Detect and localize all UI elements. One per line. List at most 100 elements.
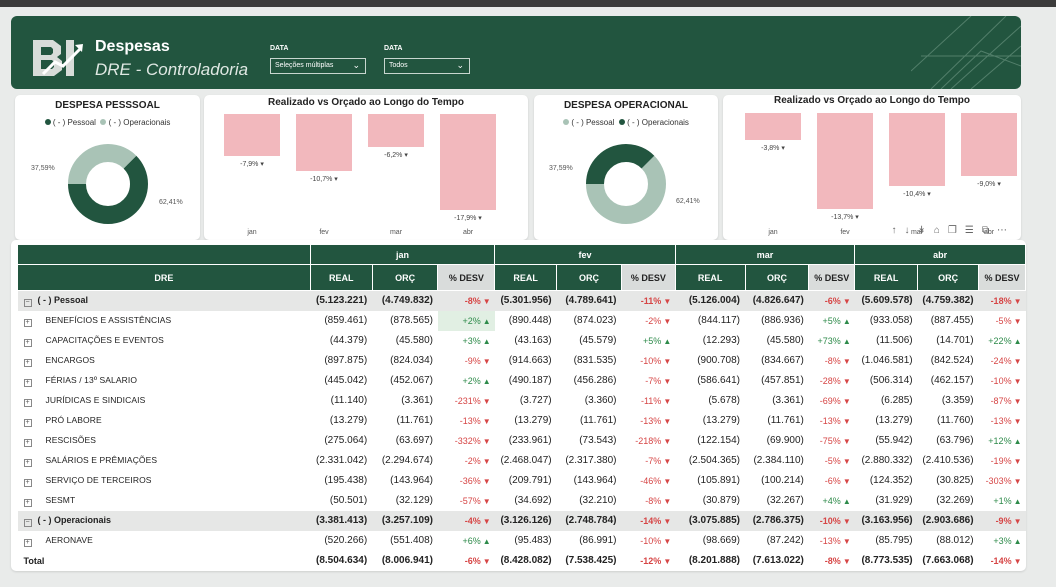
row-label: + CAPACITAÇÕES E EVENTOS [17,330,311,351]
orc-value: (462.157) [917,370,979,391]
bar-mar[interactable] [889,113,945,186]
card-title: Realizado vs Orçado ao Longo do Tempo [268,97,464,108]
trend-up-icon: ▲ [842,316,851,326]
real-value: (859.461) [310,310,373,331]
orc-value: (874.023) [556,310,622,331]
real-value: (844.117) [675,310,745,331]
real-value: (3.381.413) [310,510,373,531]
column-header-orc[interactable]: ORÇ [556,264,622,291]
report-title: Despesas [95,38,170,55]
collapse-icon[interactable]: − [23,298,32,307]
column-header-orc[interactable]: ORÇ [917,264,980,291]
bar-card-2: Realizado vs Orçado ao Longo do Tempo -3… [723,95,1021,240]
expand-icon[interactable]: + [23,478,32,487]
orc-value: (4.759.382) [917,290,979,311]
orc-value: (824.034) [372,350,438,371]
bar-abr[interactable] [961,113,1017,177]
donut-slice[interactable] [67,143,149,225]
expand-icon[interactable]: + [23,458,32,467]
bar-value-label: -17,9% ▾ [454,215,482,222]
column-header-real[interactable]: REAL [309,264,373,291]
column-header-desv[interactable]: % DESV [978,264,1026,291]
drill-down-icon[interactable]: ↡ [917,225,934,236]
bar-fev[interactable] [296,114,352,172]
trend-down-icon: ▼ [1013,396,1022,406]
column-header-dre[interactable]: DRE [17,264,311,291]
desv-value: -2% ▼ [621,310,676,331]
desv-value: -36% ▼ [437,470,495,491]
trend-down-icon: ▼ [482,516,491,526]
column-header-orc[interactable]: ORÇ [744,264,810,291]
trend-down-icon: ▼ [1013,316,1022,326]
chevron-down-icon: ⌄ [352,60,360,70]
bar-fev[interactable] [817,113,873,209]
bar-jan[interactable] [224,114,280,157]
arrow-up-icon[interactable]: ↑ [891,225,905,236]
column-header-real[interactable]: REAL [494,264,558,291]
trend-down-icon: ▼ [842,296,851,306]
trend-up-icon: ▲ [1013,336,1022,346]
arrow-down-icon[interactable]: ↓ [904,225,918,236]
expand-icon[interactable]: + [23,318,32,327]
trend-up-icon: ▲ [482,336,491,346]
month-header[interactable]: mar [674,244,856,265]
collapse-icon[interactable]: − [23,518,32,527]
column-header-desv[interactable]: % DESV [620,264,676,291]
date-filter-dropdown-1[interactable]: Seleções múltiplas ⌄ [270,58,366,74]
orc-value: (3.361) [745,390,809,411]
orc-value: (45.579) [556,330,622,351]
expand-icon[interactable]: + [23,538,32,547]
table-row: + BENEFÍCIOS E ASSISTÊNCIAS (859.461) (878.… [17,310,1026,331]
orc-value: (7.613.022) [752,555,804,566]
real-value: (8.428.082) [500,555,552,566]
month-header[interactable]: abr [854,244,1026,265]
focus-mode-icon[interactable]: ⧉ [981,225,997,236]
orc-value: (45.580) [745,330,809,351]
trend-down-icon: ▼ [663,316,672,326]
month-header[interactable]: fev [494,244,676,265]
column-header-orc[interactable]: ORÇ [371,264,439,291]
more-options-icon[interactable]: ⋯ [997,225,1015,236]
column-header-real[interactable]: REAL [854,264,919,291]
trend-down-icon: ▼ [482,356,491,366]
orc-value: (45.580) [372,330,438,351]
report-subtitle: DRE - Controladoria [95,60,249,79]
expand-icon[interactable]: + [23,418,32,427]
desv-value: -231% ▼ [437,390,495,411]
month-axis-label: jan [768,229,778,236]
donut-chart[interactable] [585,143,667,225]
slice-label: 37,59% [31,165,55,172]
bar-value-label: -13,7% ▾ [831,214,859,221]
expand-icon[interactable]: + [23,378,32,387]
donut-slice[interactable] [585,143,667,225]
trend-down-icon: ▼ [482,476,491,486]
expand-hierarchy-icon[interactable]: ⌂ [933,225,948,236]
desv-value: -75% ▼ [808,430,855,451]
desv-value: -303% ▼ [978,470,1026,491]
expand-icon[interactable]: + [23,498,32,507]
orc-value: (63.697) [372,430,438,451]
trend-down-icon: ▼ [842,556,851,566]
copy-icon[interactable]: ❐ [947,225,965,236]
month-header[interactable]: jan [309,244,496,265]
expand-icon[interactable]: + [23,358,32,367]
column-header-real[interactable]: REAL [674,264,746,291]
filter-icon[interactable]: ☰ [964,225,982,236]
bar-abr[interactable] [440,114,496,210]
bar-jan[interactable] [745,113,801,140]
orc-value: (7.538.425) [565,555,617,566]
row-label: + JURÍDICAS E SINDICAIS [17,390,311,411]
donut-chart[interactable] [67,143,149,225]
bar-mar[interactable] [368,114,424,148]
desv-value: -87% ▼ [978,390,1026,411]
date-filter-dropdown-2[interactable]: Todos ⌄ [384,58,470,74]
column-header-desv[interactable]: % DESV [808,264,856,291]
expand-icon[interactable]: + [23,398,32,407]
expand-icon[interactable]: + [23,338,32,347]
expand-icon[interactable]: + [23,438,32,447]
trend-down-icon: ▼ [663,296,672,306]
column-header-desv[interactable]: % DESV [437,264,496,291]
orc-value: (11.761) [372,410,438,431]
row-label: + SERVIÇO DE TERCEIROS [17,470,311,491]
desv-value: +2% ▲ [437,370,495,391]
